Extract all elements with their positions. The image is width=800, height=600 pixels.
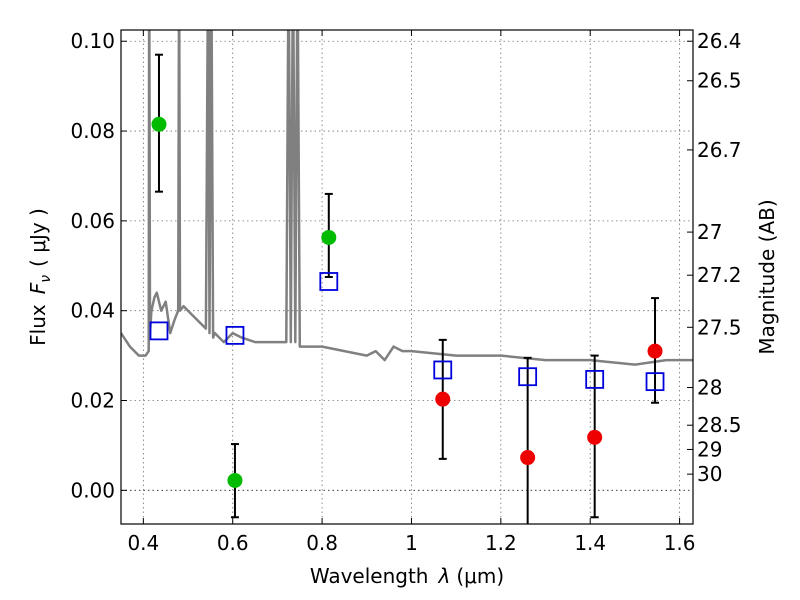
data-point <box>435 391 451 407</box>
data-point <box>587 429 603 445</box>
y2-tick-label: 28.5 <box>697 413 742 437</box>
y-tick-label: 0.04 <box>70 299 115 323</box>
model-spectrum-line <box>121 30 693 366</box>
model-square-marker <box>585 369 605 389</box>
y-tick-label: 0.08 <box>70 119 115 143</box>
plot-frame <box>120 29 694 525</box>
x-tick-label: 0.8 <box>306 531 338 555</box>
x-tick-label: 1.2 <box>485 531 517 555</box>
y2-tick-label: 27 <box>697 220 722 244</box>
model-square-marker <box>225 325 245 345</box>
data-point <box>151 116 167 132</box>
y2-tick-label: 29 <box>697 437 722 461</box>
model-square-marker <box>319 272 339 291</box>
tick-layer: 0.4 0.6 0.8 1 1.2 1.4 1.6 0.00 0.02 0.04 0.06 0.08 0… <box>70 29 741 555</box>
model-square-marker <box>518 367 538 387</box>
x-tick-label: 1.4 <box>574 531 606 555</box>
y2-tick-label: 26.4 <box>697 29 742 53</box>
y2-tick-label: 26.5 <box>697 69 742 93</box>
y-tick-label: 0.02 <box>70 389 115 413</box>
y2-tick-label: 30 <box>697 462 722 486</box>
model-square-marker <box>433 360 453 380</box>
model-square-marker <box>645 372 665 392</box>
x-tick-label: 0.6 <box>217 531 249 555</box>
x-tick-label: 0.4 <box>127 531 159 555</box>
x-tick-label: 1 <box>405 531 418 555</box>
y-tick-label: 0.10 <box>70 29 115 53</box>
y2-tick-label: 28 <box>697 375 722 399</box>
y-tick-label: 0.00 <box>70 478 115 502</box>
x-axis-label: Wavelength λ (μm) <box>310 564 504 588</box>
y2-tick-label: 26.7 <box>697 138 742 162</box>
x-tick-label: 1.6 <box>664 531 696 555</box>
y2-tick-label: 27.5 <box>697 315 742 339</box>
y2-axis-label: Magnitude (AB) <box>755 199 779 354</box>
data-point <box>321 229 337 245</box>
data-point <box>647 343 663 359</box>
y2-tick-label: 27.2 <box>697 263 742 287</box>
data-layer <box>121 30 693 524</box>
y-axis-label: FluxFν( μJy ) <box>26 208 54 346</box>
data-point <box>227 472 243 488</box>
y-tick-label: 0.06 <box>70 209 115 233</box>
data-point <box>520 450 536 466</box>
model-square-marker <box>149 321 169 341</box>
